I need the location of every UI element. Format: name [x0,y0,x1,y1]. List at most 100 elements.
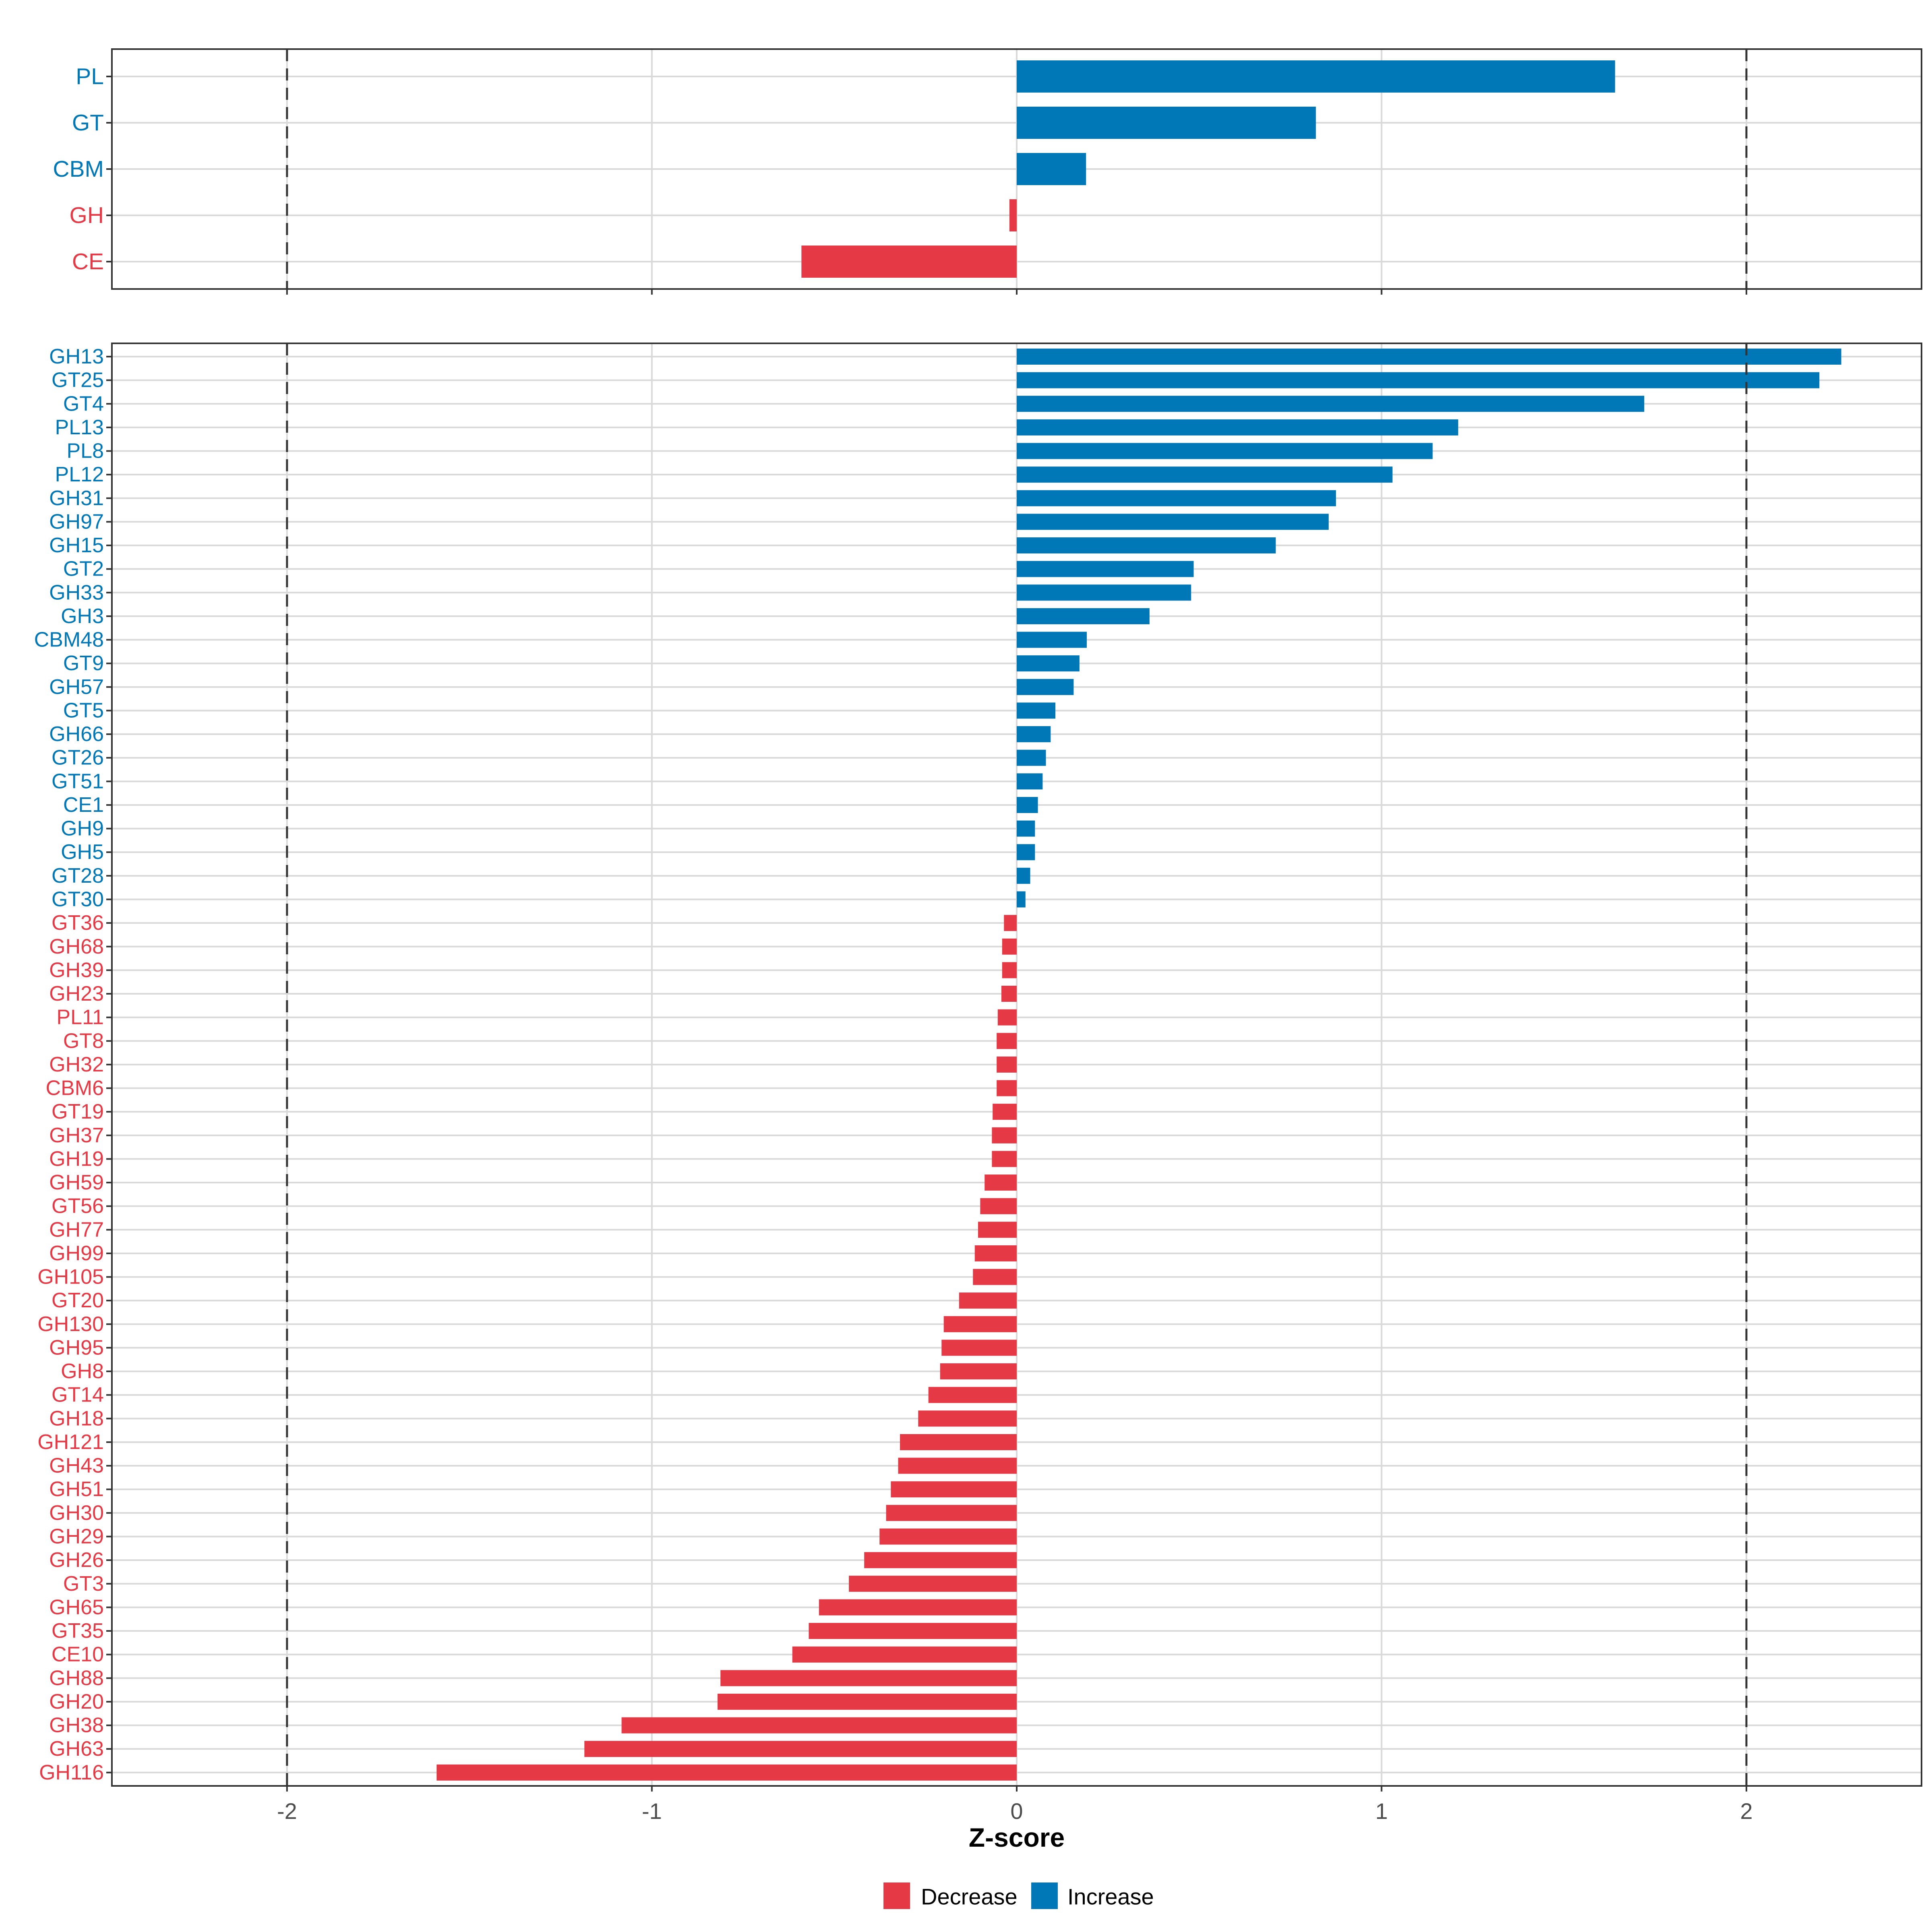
category-label-gh77: GH77 [49,1218,104,1241]
category-label-gt35: GT35 [52,1619,104,1643]
category-label-gh43: GH43 [49,1454,104,1478]
category-label-gh105: GH105 [37,1265,104,1289]
category-label-gt: GT [72,110,104,136]
bottom-bar-gh105 [973,1269,1017,1285]
category-label-gt8: GT8 [63,1029,104,1053]
category-label-gh66: GH66 [49,722,104,746]
category-label-gt19: GT19 [52,1100,104,1123]
bottom-bar-gh66 [1017,726,1051,743]
bottom-bar-gt8 [997,1033,1017,1049]
category-label-gt5: GT5 [63,699,104,722]
bottom-bar-gh121 [900,1434,1017,1450]
bottom-bar-gh59 [985,1174,1017,1191]
bottom-bar-gh97 [1017,514,1329,530]
bottom-bar-gh20 [717,1693,1017,1710]
category-label-gh23: GH23 [49,982,104,1005]
bottom-bar-gh43 [898,1457,1017,1474]
bottom-bar-gh39 [1002,962,1017,978]
category-label-ce10: CE10 [52,1643,104,1666]
bottom-bar-gh32 [997,1056,1017,1073]
bottom-bar-gt14 [928,1387,1017,1403]
bottom-bar-gh51 [891,1481,1017,1498]
bottom-bar-gh31 [1017,490,1336,506]
bottom-bar-gh29 [879,1528,1017,1545]
category-label-gh8: GH8 [61,1360,104,1383]
category-label-gh68: GH68 [49,935,104,958]
category-label-gh39: GH39 [49,958,104,982]
bottom-bar-gh77 [978,1222,1017,1238]
category-label-gh121: GH121 [37,1430,104,1454]
category-label-gh51: GH51 [49,1478,104,1501]
category-label-gh88: GH88 [49,1666,104,1690]
bottom-bar-gh26 [864,1552,1017,1569]
bottom-bar-gt3 [849,1575,1017,1592]
legend-swatch-decrease [883,1882,910,1909]
category-label-gh95: GH95 [49,1336,104,1359]
category-label-gt14: GT14 [52,1383,104,1407]
bottom-bar-gt26 [1017,749,1046,766]
category-label-gh18: GH18 [49,1407,104,1430]
top-panel: PL GT CBM GH CE [53,48,1922,295]
bottom-bar-gt56 [980,1198,1017,1214]
bottom-bar-gt30 [1017,891,1026,908]
bottom-bar-gh23 [1001,986,1017,1002]
category-label-gh65: GH65 [49,1596,104,1619]
category-label-gt51: GT51 [52,770,104,793]
category-label-pl12: PL12 [55,463,104,486]
bottom-bar-gh116 [436,1764,1017,1781]
category-label-gh5: GH5 [61,840,104,864]
category-label-gh33: GH33 [49,581,104,604]
category-label-gh29: GH29 [49,1525,104,1548]
category-label-gh116: GH116 [39,1761,104,1784]
x-tick-label: -1 [642,1798,662,1824]
bottom-bar-gt9 [1017,655,1080,672]
bottom-bar-gt19 [993,1104,1017,1120]
category-label-ce1: CE1 [63,793,104,817]
category-label-gh20: GH20 [49,1690,104,1713]
legend-label-increase: Increase [1067,1884,1154,1909]
bottom-bar-gh8 [940,1363,1017,1380]
bottom-bar-gh88 [720,1670,1017,1686]
legend-label-decrease: Decrease [921,1884,1018,1909]
category-label-cbm: CBM [53,156,104,182]
category-label-cbm48: CBM48 [34,628,104,652]
bottom-bar-gh18 [918,1410,1017,1427]
x-tick-label: 2 [1740,1798,1752,1824]
bottom-bar-cbm6 [997,1080,1017,1096]
category-label-gh26: GH26 [49,1548,104,1572]
category-label-ce: CE [72,249,104,275]
bottom-bar-gh9 [1017,820,1035,837]
bottom-bar-ce10 [792,1646,1017,1663]
category-label-gh13: GH13 [49,345,104,368]
category-label-gh37: GH37 [49,1124,104,1147]
category-label-gh97: GH97 [49,510,104,533]
bottom-bar-ce1 [1017,797,1038,813]
bottom-bar-gt20 [959,1292,1017,1309]
category-label-gt2: GT2 [63,557,104,581]
bottom-bar-gh130 [943,1316,1017,1332]
category-label-gt30: GT30 [52,888,104,911]
category-label-gt26: GT26 [52,746,104,770]
bottom-bar-gh15 [1017,537,1276,554]
bottom-bar-gt25 [1017,372,1820,388]
bottom-bar-gh33 [1017,584,1191,601]
bottom-bar-gt4 [1017,396,1645,412]
legend-swatch-increase [1031,1882,1058,1909]
category-label-pl: PL [76,64,104,89]
category-label-cbm6: CBM6 [46,1077,104,1100]
bottom-bar-gh13 [1017,349,1841,365]
category-label-pl11: PL11 [56,1006,104,1029]
x-tick-label: 0 [1010,1798,1023,1824]
bottom-bar-pl13 [1017,419,1458,436]
bottom-bar-gh38 [621,1717,1017,1734]
category-label-gt56: GT56 [52,1195,104,1218]
category-label-gh32: GH32 [49,1053,104,1076]
category-label-gh130: GH130 [37,1313,104,1336]
bottom-bar-gh68 [1002,938,1017,955]
category-label-gh30: GH30 [49,1501,104,1525]
category-label-gh3: GH3 [61,605,104,628]
bottom-bar-gh19 [992,1151,1017,1167]
category-label-gt28: GT28 [52,864,104,888]
bottom-bar-gt36 [1004,915,1017,931]
